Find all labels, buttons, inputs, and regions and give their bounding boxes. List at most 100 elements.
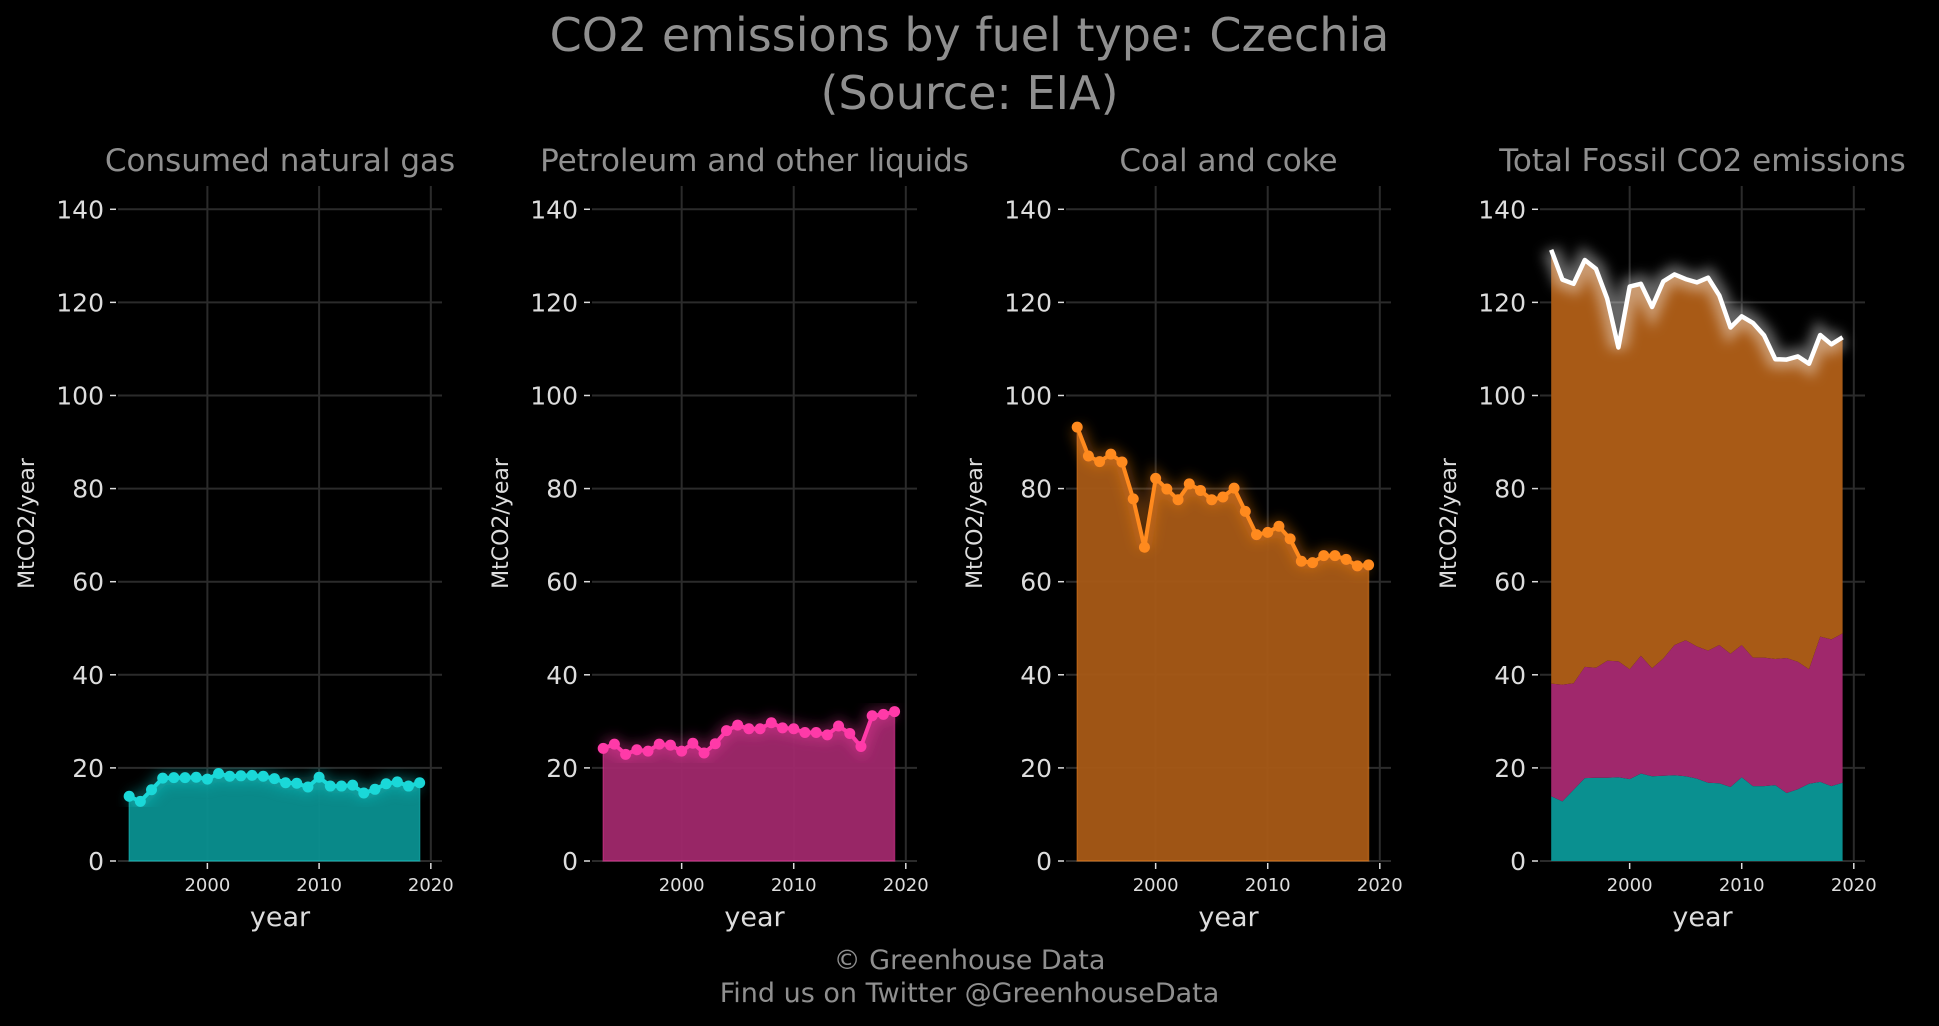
data-point — [889, 706, 901, 718]
data-point — [224, 770, 236, 782]
y-tick-label: 80 — [1494, 475, 1526, 504]
data-point — [777, 722, 789, 734]
data-point — [877, 708, 889, 720]
y-tick-label: 0 — [1510, 847, 1526, 876]
data-point — [179, 772, 191, 784]
data-point — [698, 747, 710, 759]
y-tick-label: 80 — [546, 475, 578, 504]
y-tick-label: 60 — [72, 568, 104, 597]
y-tick-label: 120 — [530, 288, 578, 317]
x-axis-label: year — [1672, 902, 1733, 933]
data-point — [676, 745, 688, 757]
data-point — [765, 717, 777, 729]
chart-title-line-1: CO2 emissions by fuel type: Czechia — [549, 8, 1390, 62]
data-point — [754, 723, 766, 735]
stacked-area-coal — [1551, 249, 1843, 685]
y-tick-label: 40 — [1494, 661, 1526, 690]
y-tick-label: 40 — [546, 661, 578, 690]
data-point — [743, 723, 755, 735]
data-point — [866, 710, 878, 722]
data-point — [597, 742, 609, 754]
data-point — [642, 745, 654, 757]
x-axis-label: year — [724, 902, 785, 933]
data-point — [720, 725, 732, 737]
y-tick-label: 120 — [1478, 288, 1526, 317]
data-point — [1150, 472, 1162, 484]
chart-panel-1: Consumed natural gas 0 20 40 60 80 100 120 140 20… — [15, 143, 455, 933]
data-point — [1172, 494, 1184, 506]
data-point — [134, 795, 146, 807]
data-point — [280, 777, 292, 789]
y-axis-label: MtCO2/year — [15, 457, 40, 589]
data-point — [235, 770, 247, 782]
data-point — [788, 723, 800, 735]
stacked-area-gas — [1551, 773, 1843, 861]
y-tick-label: 100 — [530, 381, 578, 410]
data-point — [1307, 557, 1319, 569]
x-tick-label: 2020 — [1357, 875, 1403, 896]
y-tick-label: 140 — [1478, 195, 1526, 224]
data-point — [391, 776, 403, 788]
y-tick-label: 0 — [1036, 847, 1052, 876]
y-tick-label: 100 — [1478, 381, 1526, 410]
data-point — [1183, 478, 1195, 490]
data-point — [631, 744, 643, 756]
y-tick-label: 140 — [1004, 195, 1052, 224]
data-point — [1206, 494, 1218, 506]
data-point — [157, 772, 169, 784]
y-tick-label: 40 — [1020, 661, 1052, 690]
data-point — [1082, 450, 1094, 462]
chart-panel-2: Petroleum and other liquids 0 20 40 60 80 100 1… — [489, 143, 969, 933]
data-point — [1105, 448, 1117, 460]
y-tick-label: 20 — [1020, 754, 1052, 783]
data-point — [414, 777, 426, 789]
x-tick-label: 2020 — [883, 875, 929, 896]
data-point — [1116, 456, 1128, 468]
y-tick-label: 140 — [530, 195, 578, 224]
x-tick-label: 2000 — [1607, 875, 1653, 896]
total-line — [1549, 249, 1844, 367]
y-tick-label: 100 — [56, 381, 104, 410]
data-point — [732, 719, 744, 731]
x-tick-label: 2010 — [1245, 875, 1291, 896]
data-point — [1138, 541, 1150, 553]
y-tick-label: 0 — [88, 847, 104, 876]
data-point — [844, 727, 856, 739]
data-point — [402, 780, 414, 792]
data-point — [123, 790, 135, 802]
data-point — [201, 773, 213, 785]
x-tick-label: 2000 — [184, 875, 230, 896]
subplot-title: Total Fossil CO2 emissions — [1498, 143, 1906, 179]
y-axis-label: MtCO2/year — [963, 457, 988, 589]
data-point — [821, 729, 833, 741]
data-point — [1161, 483, 1173, 495]
data-point — [709, 738, 721, 750]
x-tick-label: 2020 — [408, 875, 454, 896]
data-point — [246, 769, 258, 781]
data-point — [1295, 555, 1307, 567]
x-tick-label: 2010 — [771, 875, 817, 896]
data-point — [213, 767, 225, 779]
data-point — [347, 779, 359, 791]
y-tick-label: 20 — [72, 754, 104, 783]
x-axis-label: year — [250, 902, 311, 933]
data-point — [608, 738, 620, 750]
data-point — [664, 739, 676, 751]
data-point — [168, 772, 180, 784]
x-tick-label: 2010 — [296, 875, 342, 896]
x-tick-label: 2000 — [659, 875, 705, 896]
data-point — [1094, 456, 1106, 468]
x-axis-label: year — [1198, 902, 1259, 933]
data-point — [302, 781, 314, 793]
subplot-title: Petroleum and other liquids — [540, 143, 969, 179]
data-point — [380, 778, 392, 790]
data-point — [257, 770, 269, 782]
data-point — [1318, 550, 1330, 562]
data-point — [1351, 560, 1363, 572]
chart-title: CO2 emissions by fuel type: Czechia (Sou… — [0, 6, 1939, 122]
y-tick-label: 100 — [1004, 381, 1052, 410]
data-point — [190, 771, 202, 783]
data-point — [1251, 529, 1263, 541]
data-point — [687, 737, 699, 749]
